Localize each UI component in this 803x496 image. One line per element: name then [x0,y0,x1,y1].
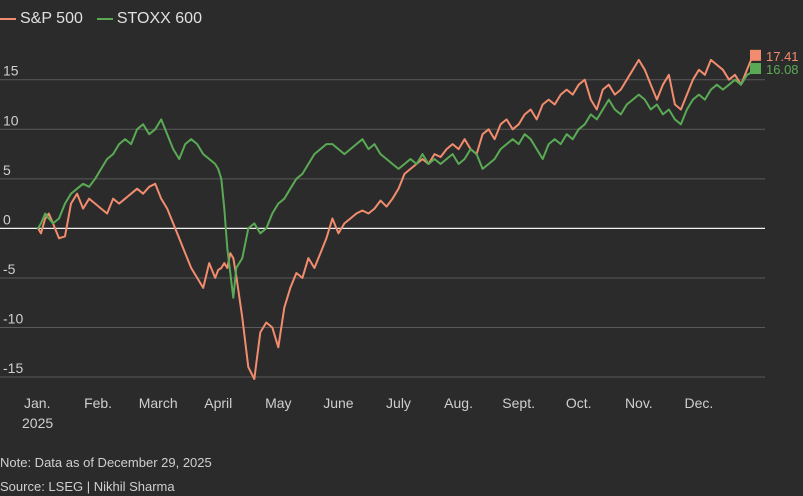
x-tick-label: March [139,395,178,411]
x-tick-label: Aug. [444,395,473,411]
legend-item-stoxx600: STOXX 600 [96,10,202,28]
chart-note: Note: Data as of December 29, 2025 [0,455,212,470]
legend-label-stoxx600: STOXX 600 [116,10,202,27]
x-tick-label: May [265,395,291,411]
legend-swatch-stoxx600 [96,18,113,20]
y-tick-label: -10 [3,310,23,326]
end-marker-sp500 [750,49,761,61]
chart-source: Source: LSEG | Nikhil Sharma [0,479,175,494]
x-tick-label: Jan. [24,395,50,411]
x-tick-label: Nov. [625,395,653,411]
series-line-stoxx600 [37,68,760,299]
y-tick-label: 5 [3,162,11,178]
x-tick-label: Sept. [502,395,535,411]
legend-label-sp500: S&P 500 [20,10,83,27]
end-label-sp500: 17.41 [766,49,799,64]
y-tick-label: -15 [3,360,23,376]
y-tick-label: 15 [3,63,19,79]
x-tick-sublabel: 2025 [22,415,53,431]
y-tick-label: 10 [3,112,19,128]
end-label-stoxx600: 16.08 [766,62,799,77]
series-line-sp500 [37,54,760,380]
x-tick-label: June [323,395,354,411]
x-tick-label: Feb. [84,395,112,411]
x-tick-label: July [386,395,411,411]
x-tick-label: Oct. [566,395,592,411]
y-tick-label: 0 [3,211,11,227]
chart-legend: S&P 500 STOXX 600 [0,10,216,28]
legend-swatch-sp500 [0,18,16,20]
end-marker-stoxx600 [750,63,761,75]
legend-item-sp500: S&P 500 [0,10,83,28]
x-tick-label: April [204,395,232,411]
x-tick-label: Dec. [685,395,714,411]
y-tick-label: -5 [3,261,16,277]
